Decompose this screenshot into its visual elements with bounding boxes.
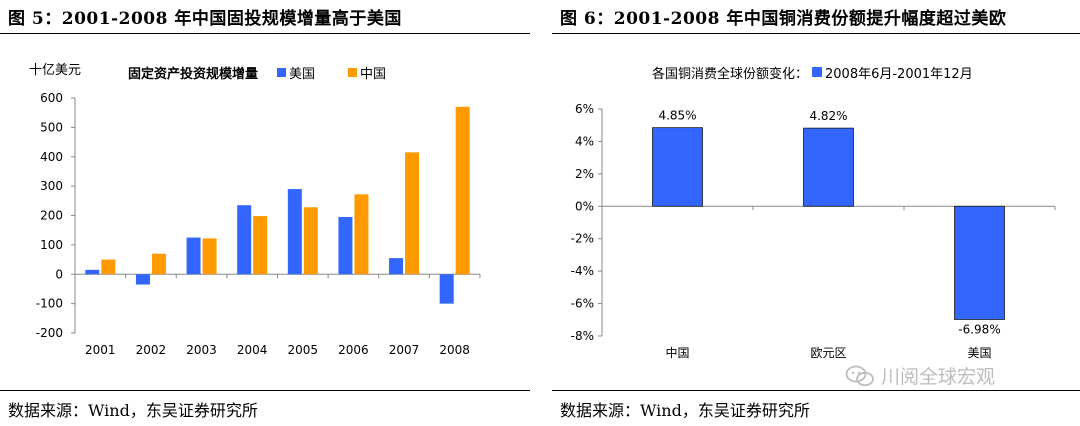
bar-us-2002 [135, 274, 150, 285]
data-label-中国: 4.85% [658, 109, 696, 123]
y-tick-label: 2% [575, 167, 594, 181]
bar-us-2001 [85, 269, 100, 275]
figure-6-bottom-rule [552, 390, 1080, 391]
legend-label-1: 2008年6月-2001年12月 [825, 67, 973, 82]
chart-unit-label: 十亿美元 [29, 63, 81, 78]
bar-中国 [652, 127, 703, 207]
bar-china-2005 [303, 207, 318, 275]
legend-swatch-1 [277, 68, 286, 77]
figure-5-panel: 图 5：2001-2008 年中国固投规模增量高于美国 十亿美元 固定资产投资规模… [0, 0, 530, 426]
legend-label-2: 中国 [360, 67, 386, 82]
y-tick-label: 200 [40, 209, 63, 223]
y-tick-label: 0 [55, 267, 63, 281]
chart-title: 各国铜消费全球份额变化： [652, 66, 808, 82]
bar-欧元区 [803, 127, 854, 207]
bar-china-2007 [405, 152, 420, 275]
figure-6-source: 数据来源：Wind，东吴证券研究所 [560, 401, 810, 420]
bar-us-2004 [237, 205, 252, 275]
x-tick-label: 2007 [389, 343, 420, 357]
y-tick-label: 300 [40, 179, 63, 193]
bar-us-2007 [389, 258, 404, 275]
y-tick-label: 0% [575, 199, 594, 213]
y-tick-label: 600 [40, 91, 63, 105]
legend-swatch-1 [812, 67, 823, 77]
watermark-text: 川阅全球宏观 [881, 366, 996, 388]
bar-china-2003 [202, 238, 217, 275]
bar-china-2006 [354, 194, 369, 275]
bar-china-2004 [253, 216, 268, 275]
bar-china-2008 [455, 106, 470, 275]
chart-title: 固定资产投资规模增量 [128, 66, 258, 82]
x-tick-label: 2004 [237, 343, 268, 357]
bar-china-2001 [101, 259, 116, 275]
y-tick-label: -100 [36, 297, 63, 311]
y-tick-label: 400 [40, 150, 63, 164]
y-tick-label: 100 [40, 238, 63, 252]
investment-bar-chart: 十亿美元 固定资产投资规模增量 美国 中国 600 500 400 300 200 100 0 -10… [29, 63, 481, 357]
bar-us-2005 [287, 189, 302, 275]
x-tick-label: 2003 [186, 343, 217, 357]
x-tick-label: 2002 [136, 343, 167, 357]
y-tick-label: 500 [40, 120, 63, 134]
copper-share-bar-chart: 各国铜消费全球份额变化： 2008年6月-2001年12月 6% 4% 2% 0% -2% -… [571, 66, 1056, 360]
data-label-欧元区: 4.82% [809, 109, 847, 123]
figure-6-top-rule [552, 33, 1080, 34]
figure-6-title: 图 6：2001-2008 年中国铜消费份额提升幅度超过美欧 [560, 9, 1007, 29]
x-tick-label: 中国 [665, 345, 689, 360]
x-tick-label: 2001 [85, 343, 116, 357]
y-tick-label: -4% [571, 264, 594, 278]
data-label-美国: -6.98% [958, 322, 1000, 336]
x-tick-label: 2005 [288, 343, 319, 357]
x-tick-label: 2008 [439, 343, 470, 357]
figure-5-source: 数据来源：Wind，东吴证券研究所 [8, 401, 258, 420]
legend-label-1: 美国 [289, 67, 315, 82]
y-tick-label: 4% [575, 134, 594, 148]
figure-5-bottom-rule [0, 390, 530, 391]
bar-us-2008 [439, 274, 454, 304]
bar-china-2002 [151, 253, 166, 275]
y-tick-label: -2% [571, 232, 594, 246]
wechat-icon [845, 365, 874, 387]
y-tick-label: -6% [571, 297, 594, 311]
y-tick-label: -200 [36, 326, 63, 340]
watermark: 川阅全球宏观 [845, 362, 995, 389]
y-tick-label: 6% [575, 102, 594, 116]
bar-us-2003 [186, 237, 201, 275]
x-tick-label: 2006 [338, 343, 369, 357]
figure-5-top-rule [0, 33, 530, 34]
x-tick-label: 美国 [967, 346, 991, 360]
x-tick-label: 欧元区 [810, 346, 846, 360]
legend-swatch-2 [348, 68, 357, 77]
bar-美国 [954, 205, 1005, 320]
y-tick-label: -8% [571, 329, 594, 343]
figure-5-title: 图 5：2001-2008 年中国固投规模增量高于美国 [8, 9, 402, 29]
bar-us-2006 [338, 216, 353, 275]
figure-6-panel: 图 6：2001-2008 年中国铜消费份额提升幅度超过美欧 各国铜消费全球份额… [552, 0, 1080, 426]
